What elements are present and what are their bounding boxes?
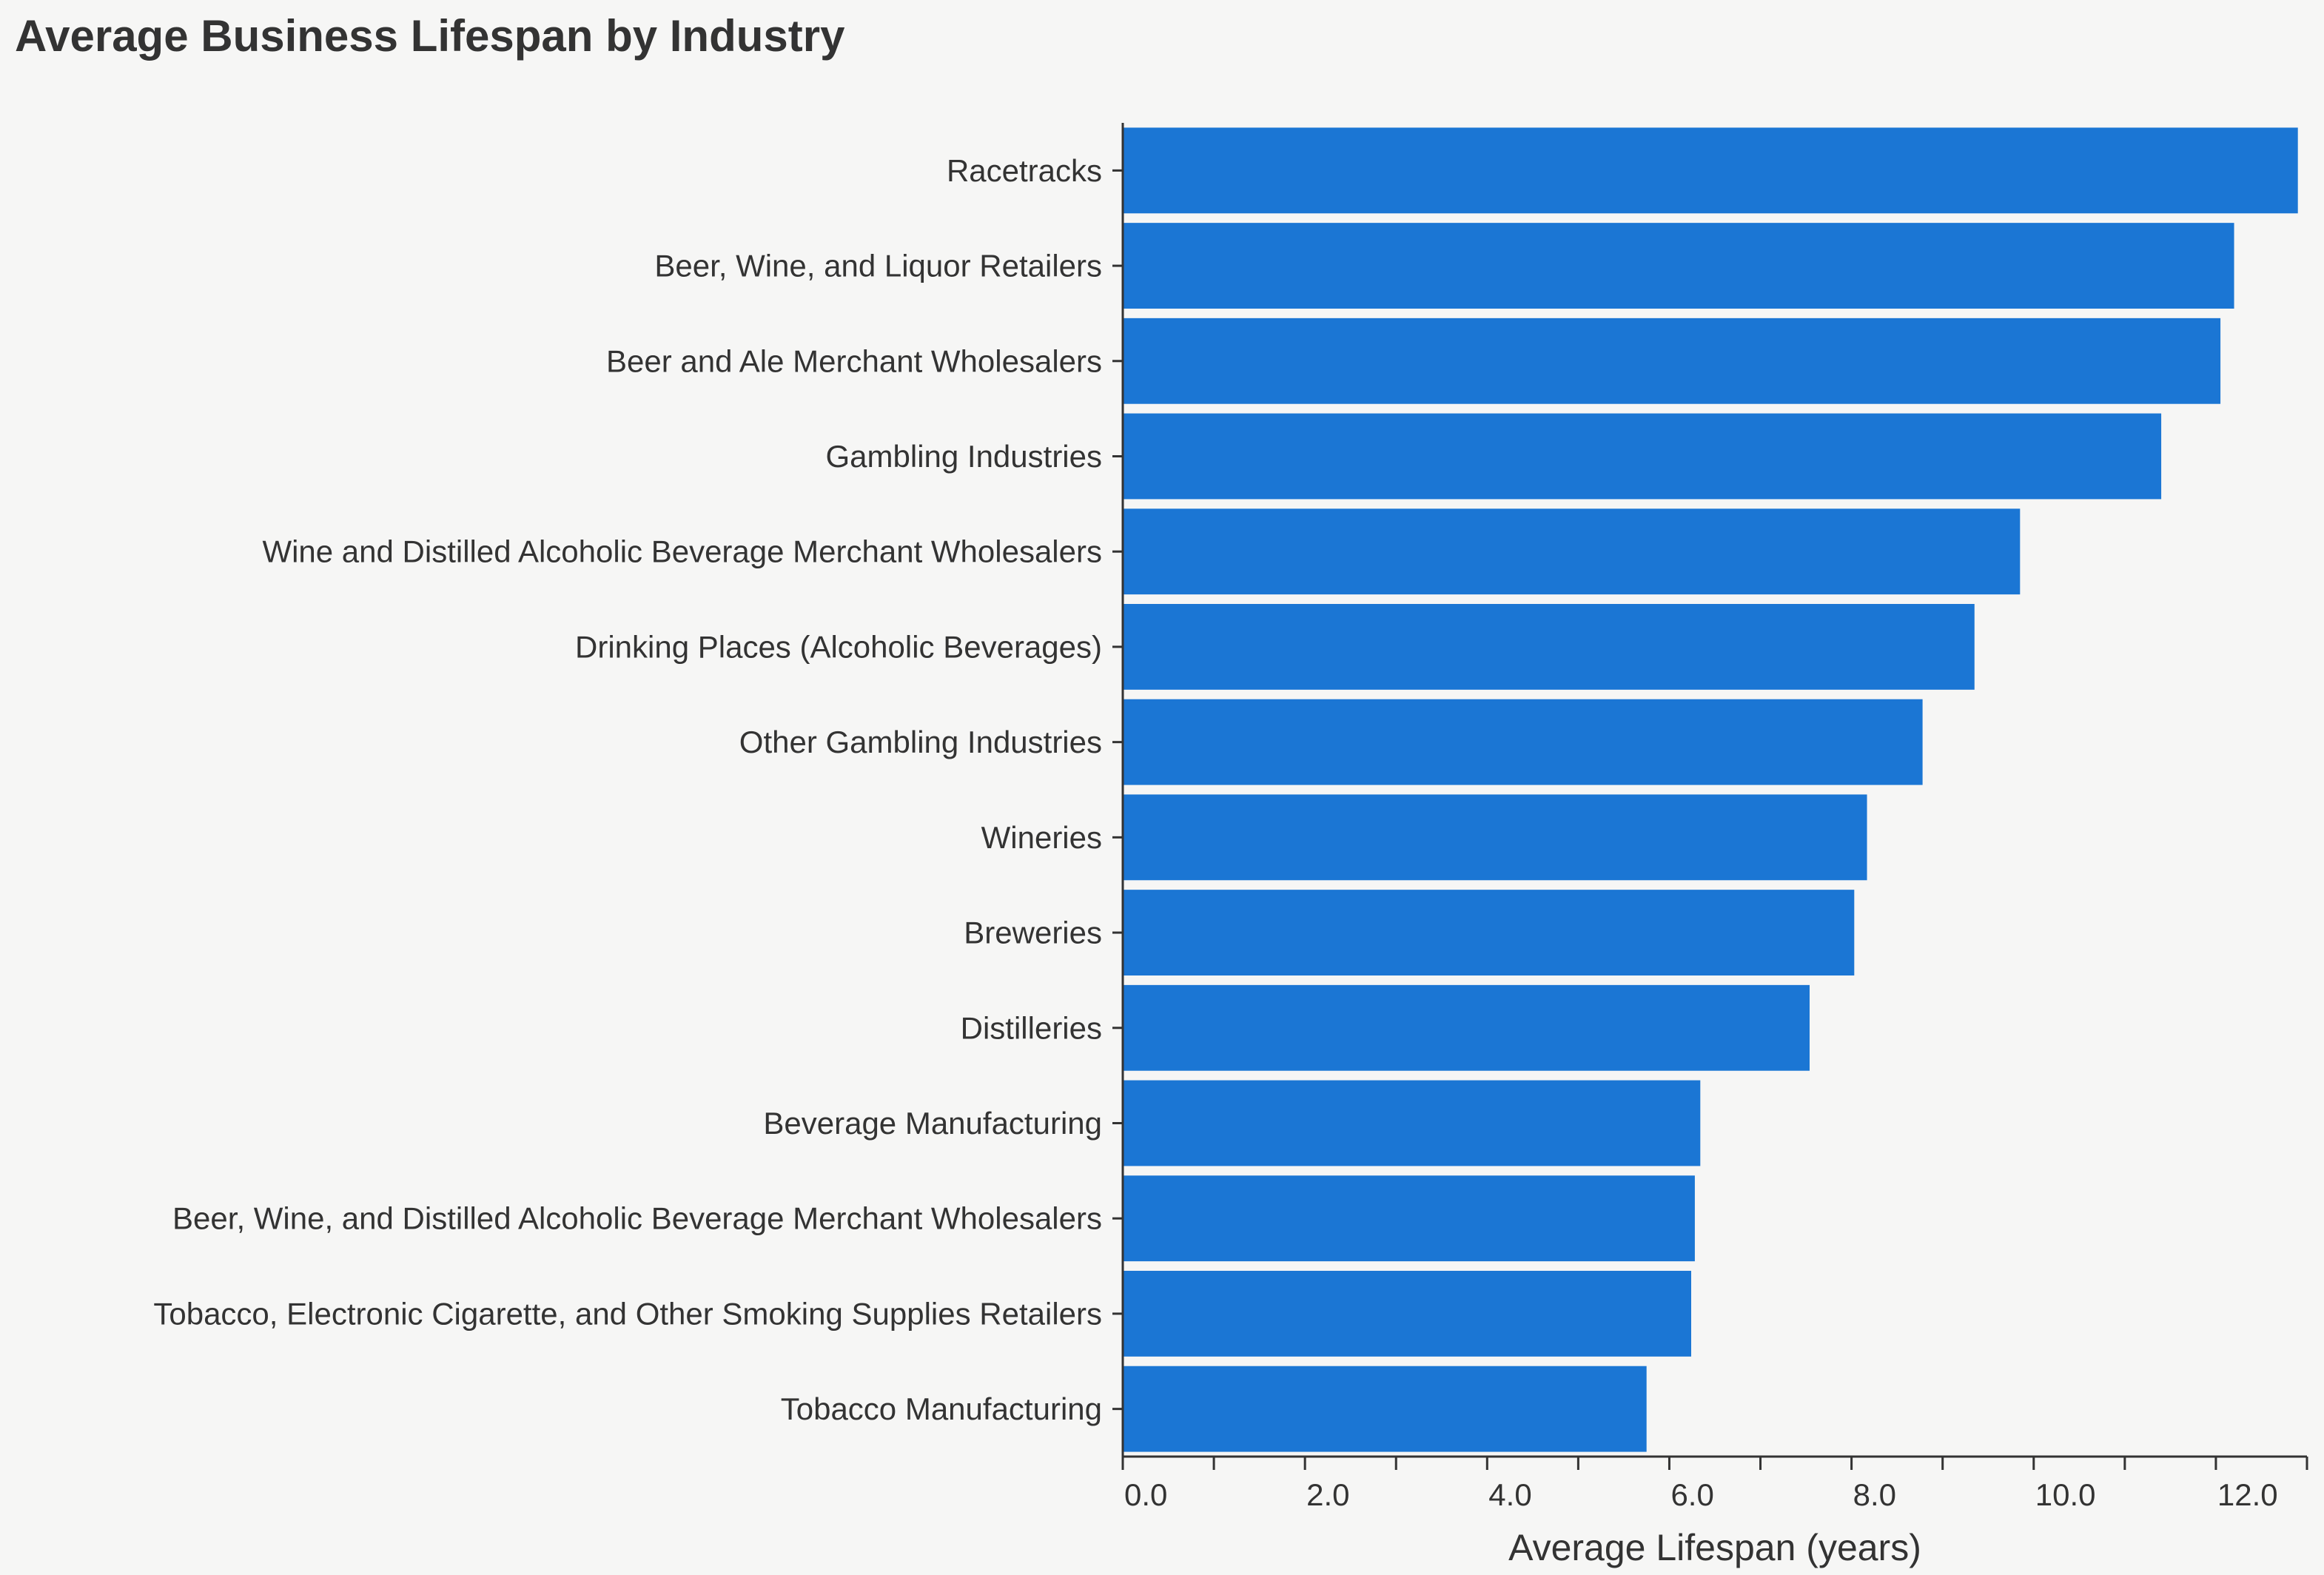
bar [1123, 604, 1975, 690]
bar [1123, 127, 2298, 214]
x-tick-label: 0.0 [1124, 1477, 1167, 1512]
x-tick-label: 2.0 [1306, 1477, 1349, 1512]
x-tick-label: 4.0 [1488, 1477, 1531, 1512]
bar [1123, 318, 2221, 404]
y-tick-label: Drinking Places (Alcoholic Beverages) [575, 629, 1102, 664]
bar [1123, 508, 2021, 595]
bar [1123, 1271, 1691, 1357]
y-tick-label: Wine and Distilled Alcoholic Beverage Me… [262, 534, 1102, 569]
y-axis: Racetracks Beer, Wine, and Liquor Retaile… [153, 123, 1124, 1457]
y-tick-label: Other Gambling Industries [739, 725, 1102, 759]
y-tick-label: Wineries [981, 820, 1102, 855]
y-tick-label: Racetracks [947, 153, 1102, 188]
chart-title: Average Business Lifespan by Industry [15, 11, 845, 61]
y-tick-label: Tobacco Manufacturing [781, 1391, 1102, 1426]
y-tick-label: Beer, Wine, and Liquor Retailers [654, 249, 1102, 283]
y-tick-label: Breweries [964, 916, 1102, 950]
bar [1123, 1175, 1695, 1262]
x-tick-label: 6.0 [1670, 1477, 1713, 1512]
x-tick-label: 8.0 [1853, 1477, 1896, 1512]
bar [1123, 984, 1810, 1071]
x-axis-title: Average Lifespan (years) [1508, 1527, 1921, 1568]
y-tick-label: Tobacco, Electronic Cigarette, and Other… [153, 1296, 1102, 1331]
bars-layer [1123, 127, 2298, 1452]
bar [1123, 413, 2162, 500]
y-tick-label: Beer, Wine, and Distilled Alcoholic Beve… [172, 1201, 1102, 1236]
y-tick-label: Beer and Ale Merchant Wholesalers [606, 343, 1102, 378]
x-tick-label: 12.0 [2217, 1477, 2278, 1512]
bar [1123, 1080, 1701, 1166]
bar [1123, 223, 2234, 309]
bar [1123, 1366, 1647, 1452]
y-tick-label: Beverage Manufacturing [763, 1106, 1102, 1141]
x-tick-label: 10.0 [2035, 1477, 2096, 1512]
x-axis: 0.0 2.0 4.0 6.0 8.0 10.0 12.0 [1121, 1455, 2308, 1512]
y-tick-label: Gambling Industries [825, 439, 1102, 474]
bar [1123, 890, 1855, 975]
y-tick-label: Distilleries [961, 1010, 1102, 1045]
bar [1123, 794, 1867, 881]
bar [1123, 699, 1923, 785]
